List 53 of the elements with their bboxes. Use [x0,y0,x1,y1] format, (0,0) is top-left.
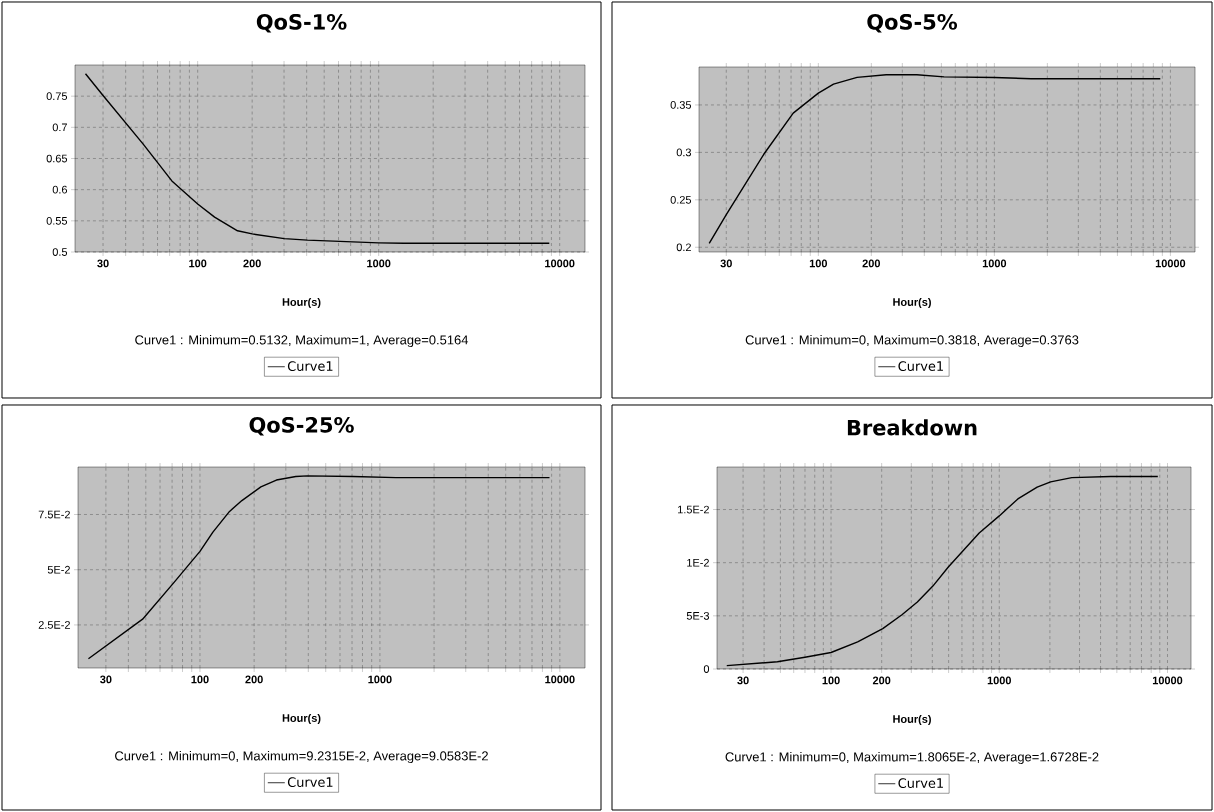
chart-title: Breakdown [847,419,977,436]
x-tick-label: 1000 [368,675,392,684]
x-tick-label: 30 [737,676,749,685]
y-tick-label: 0.35 [670,101,692,109]
y-tick-label: 0.75 [46,92,68,101]
legend-label: Curve1 [287,777,333,787]
y-tick-label: 0.25 [670,195,692,204]
x-axis-title: Hour(s) [893,297,931,309]
x-tick-label: 30 [720,259,732,268]
y-tick-label: 0.3 [676,148,692,157]
chart-title: QoS-1% [256,13,347,33]
chart-title: QoS-25% [249,416,354,436]
y-tick-label: 1E-2 [687,558,709,567]
x-tick-label: 30 [97,259,109,268]
text: Curve1 : Minimum=0, Maximum=9.2315E-2, Average=9.0583E-2 [115,750,488,764]
y-tick-label: 0.5 [52,248,68,256]
y-tick-label: 2.5E-2 [38,621,70,629]
x-tick-label: 200 [862,259,880,268]
x-tick-label: 100 [809,259,828,268]
x-tick-label: 1000 [367,259,391,268]
text: Curve1 : Minimum=0, Maximum=1.8065E-2, Average=1.6728E-2 [725,751,1099,765]
x-tick-label: 10000 [1152,676,1183,685]
y-tick-label: 0.7 [52,123,67,132]
x-axis-title: Hour(s) [893,714,931,726]
x-tick-label: 10000 [545,675,575,684]
x-tick-label: 1000 [982,259,1007,268]
x-tick-label: 200 [243,259,261,268]
x-tick-label: 200 [872,676,891,685]
x-tick-label: 10000 [1155,259,1186,268]
y-tick-label: 0.2 [676,243,691,252]
y-tick-label: 0.65 [46,154,68,163]
chart-title: QoS-5% [867,13,958,33]
text: Curve1 : Minimum=0, Maximum=0.3818, Average=0.3763 [745,334,1079,348]
y-tick-label: 1.5E-2 [678,505,709,514]
x-tick-label: 10000 [545,259,575,268]
x-tick-label: 200 [245,675,263,684]
y-tick-label: 5E-3 [686,611,710,620]
y-tick-label: 0 [703,665,710,673]
text: Curve1 : Minimum=0.5132, Maximum=1, Average=0.5164 [135,334,469,348]
y-tick-label: 0.55 [46,216,68,225]
legend-label: Curve1 [898,778,943,788]
x-axis-title: Hour(s) [282,297,321,309]
y-tick-label: 5E-2 [47,565,70,574]
x-axis-title: Hour(s) [282,713,321,725]
y-tick-label: 7.5E-2 [38,510,70,519]
x-tick-label: 1000 [987,676,1011,685]
y-tick-label: 0.6 [52,185,68,194]
x-tick-label: 100 [822,676,840,685]
legend-label: Curve1 [898,361,943,371]
x-tick-label: 100 [189,259,207,268]
x-tick-label: 100 [191,675,209,684]
x-tick-label: 30 [100,675,112,684]
legend-label: Curve1 [287,361,333,371]
